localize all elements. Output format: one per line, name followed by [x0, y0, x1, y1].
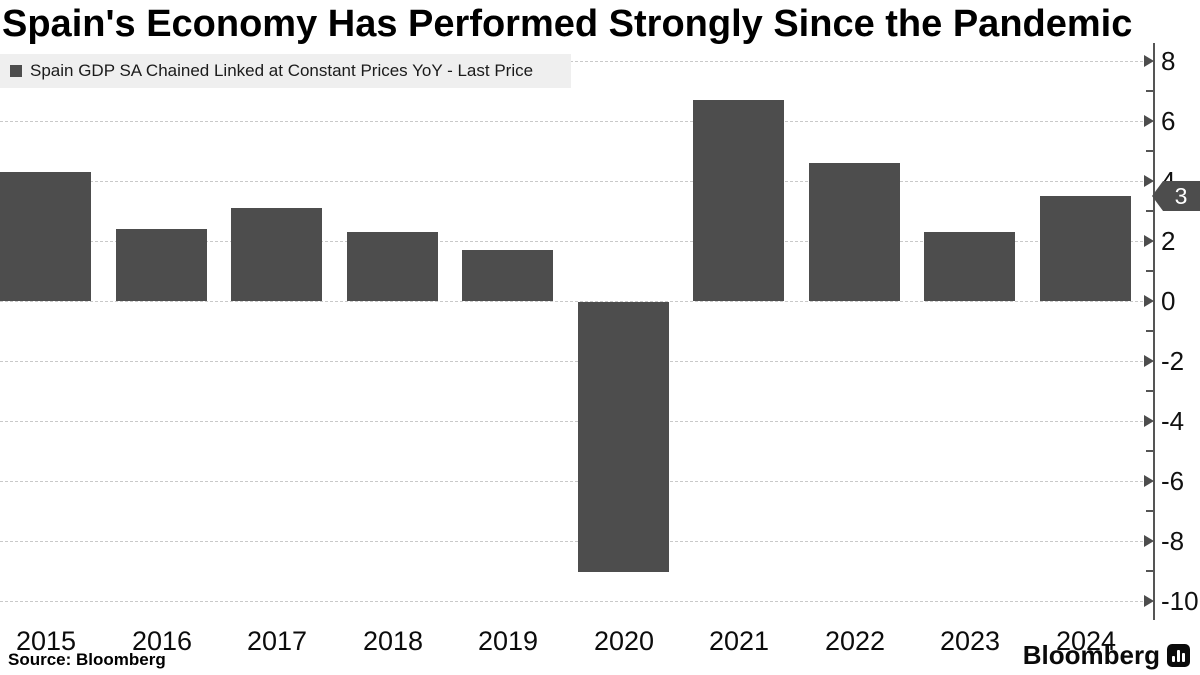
- y-major-tick-icon: [1144, 595, 1154, 607]
- y-minor-tick-icon: [1146, 210, 1154, 212]
- y-major-tick-icon: [1144, 415, 1154, 427]
- bar: [578, 302, 669, 572]
- y-major-tick-icon: [1144, 115, 1154, 127]
- y-tick-label: 8: [1161, 46, 1176, 76]
- chart-title: Spain's Economy Has Performed Strongly S…: [2, 3, 1133, 45]
- y-minor-tick-icon: [1146, 90, 1154, 92]
- y-major-tick-icon: [1144, 175, 1154, 187]
- gridline: [0, 481, 1153, 482]
- x-tick-label: 2020: [593, 626, 655, 656]
- y-axis-line: [1153, 43, 1155, 620]
- y-minor-tick-icon: [1146, 330, 1154, 332]
- y-major-tick-icon: [1144, 355, 1154, 367]
- x-tick-label: 2022: [824, 626, 886, 656]
- bloomberg-terminal-icon: [1167, 643, 1190, 667]
- bar: [462, 250, 553, 301]
- y-tick-label: -8: [1161, 526, 1185, 556]
- y-tick-label: 6: [1161, 106, 1176, 136]
- source-note: Source: Bloomberg: [8, 650, 166, 669]
- legend: Spain GDP SA Chained Linked at Constant …: [0, 54, 571, 88]
- y-tick-label: -10: [1161, 586, 1199, 616]
- y-major-tick-icon: [1144, 535, 1154, 547]
- y-major-tick-icon: [1144, 55, 1154, 67]
- x-tick-label: 2018: [362, 626, 424, 656]
- y-minor-tick-icon: [1146, 390, 1154, 392]
- bar: [693, 100, 784, 301]
- gridline: [0, 181, 1153, 182]
- last-price-value: 3: [1174, 182, 1188, 209]
- legend-marker-icon: [10, 65, 22, 77]
- gridline: [0, 361, 1153, 362]
- y-tick-label: -4: [1161, 406, 1185, 436]
- y-minor-tick-icon: [1146, 450, 1154, 452]
- bar: [231, 208, 322, 301]
- y-major-tick-icon: [1144, 475, 1154, 487]
- x-tick-label: 2024: [1055, 626, 1117, 656]
- y-minor-tick-icon: [1146, 270, 1154, 272]
- bloomberg-logo: Bloomberg: [1022, 639, 1190, 670]
- bloomberg-wordmark: Bloomberg: [1022, 639, 1160, 670]
- bar: [0, 172, 91, 301]
- gridline: [0, 301, 1153, 302]
- x-tick-label: 2017: [246, 626, 308, 656]
- legend-label: Spain GDP SA Chained Linked at Constant …: [30, 61, 534, 80]
- x-tick-label: 2016: [131, 626, 193, 656]
- x-tick-label: 2021: [708, 626, 770, 656]
- y-minor-tick-icon: [1146, 150, 1154, 152]
- y-tick-label: -6: [1161, 466, 1185, 496]
- y-tick-label: 0: [1161, 286, 1176, 316]
- gridline: [0, 541, 1153, 542]
- bar: [809, 163, 900, 301]
- bar: [116, 229, 207, 301]
- gridline: [0, 121, 1153, 122]
- y-tick-label: -2: [1161, 346, 1185, 376]
- y-major-tick-icon: [1144, 295, 1154, 307]
- bar: [347, 232, 438, 301]
- gridline: [0, 61, 1153, 62]
- gridline: [0, 601, 1153, 602]
- y-major-tick-icon: [1144, 235, 1154, 247]
- last-price-flag: 3: [1152, 181, 1200, 211]
- bar: [1040, 196, 1131, 301]
- y-tick-label: 2: [1161, 226, 1176, 256]
- y-minor-tick-icon: [1146, 510, 1154, 512]
- x-tick-label: 2015: [15, 626, 77, 656]
- gridline: [0, 241, 1153, 242]
- y-minor-tick-icon: [1146, 570, 1154, 572]
- x-tick-label: 2019: [477, 626, 539, 656]
- bar: [924, 232, 1015, 301]
- gridline: [0, 421, 1153, 422]
- x-tick-label: 2023: [939, 626, 1001, 656]
